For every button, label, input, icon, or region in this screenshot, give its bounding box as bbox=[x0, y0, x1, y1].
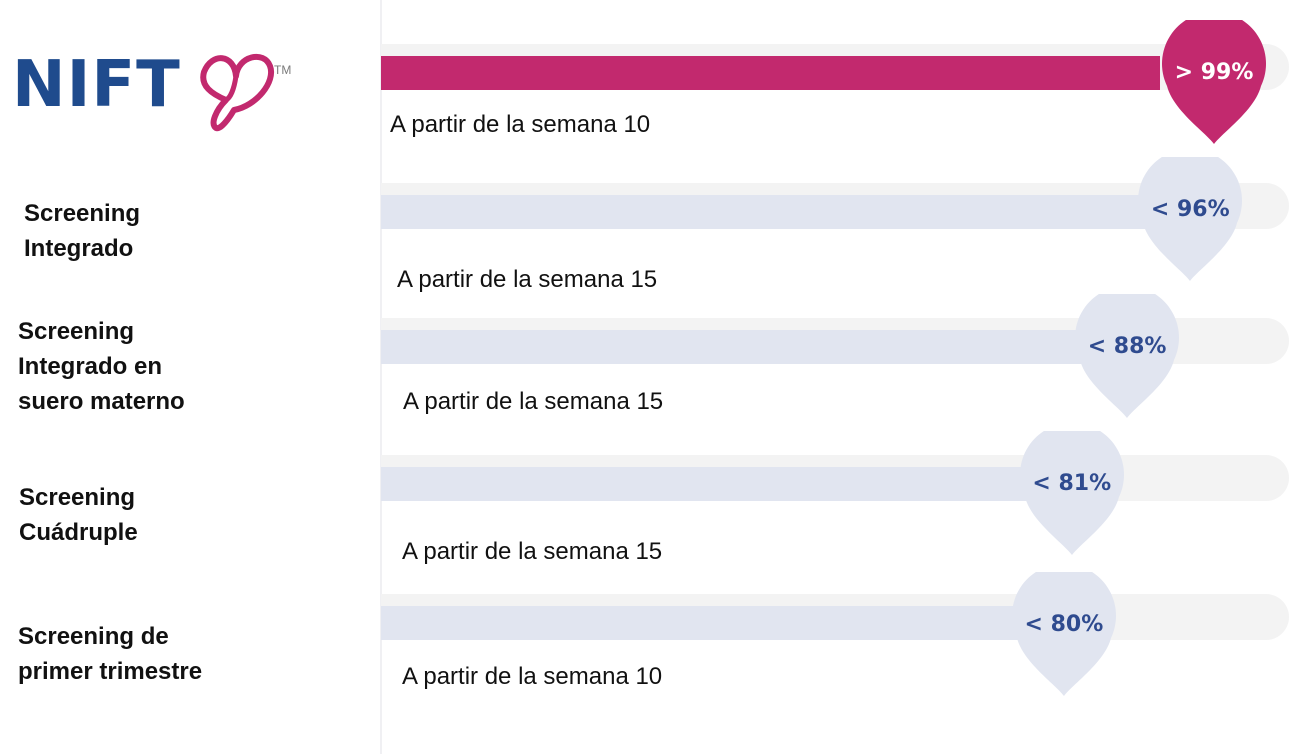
logo-wordmark: NIFT bbox=[12, 48, 181, 122]
bar bbox=[381, 56, 1160, 90]
category-label: Screening Integrado en suero materno bbox=[18, 314, 185, 419]
value-label: < 81% bbox=[1032, 470, 1112, 496]
category-label-line: Cuádruple bbox=[19, 519, 138, 546]
value-label: < 80% bbox=[1024, 611, 1104, 637]
category-label-line: primer trimestre bbox=[18, 658, 203, 685]
value-label: > 99% bbox=[1174, 59, 1254, 85]
value-label: < 96% bbox=[1150, 196, 1230, 222]
nift-logo: NIFT TM bbox=[12, 50, 297, 140]
category-label: Screening de primer trimestre bbox=[18, 619, 202, 689]
category-label-line: suero materno bbox=[18, 388, 185, 415]
value-pin: < 96% bbox=[1135, 157, 1245, 283]
week-annotation: A partir de la semana 10 bbox=[390, 111, 651, 138]
category-label-line: Integrado bbox=[24, 235, 134, 262]
value-pin: < 80% bbox=[1009, 572, 1119, 698]
bar bbox=[381, 467, 1072, 501]
value-pin: < 81% bbox=[1017, 431, 1127, 557]
category-label: Screening Cuádruple bbox=[19, 480, 138, 550]
column-divider bbox=[380, 0, 382, 754]
value-pin: > 99% bbox=[1159, 20, 1269, 146]
bar bbox=[381, 606, 1064, 640]
category-label-line: Screening bbox=[24, 200, 141, 227]
value-label: < 88% bbox=[1087, 333, 1167, 359]
category-label-line: Screening bbox=[19, 484, 136, 511]
butterfly-logo-icon bbox=[200, 53, 275, 132]
week-annotation: A partir de la semana 10 bbox=[402, 663, 663, 690]
trademark-symbol: TM bbox=[274, 63, 292, 77]
bar bbox=[381, 195, 1191, 229]
bar bbox=[381, 330, 1128, 364]
value-pin: < 88% bbox=[1072, 294, 1182, 420]
week-annotation: A partir de la semana 15 bbox=[397, 266, 658, 293]
category-label: Screening Integrado bbox=[24, 196, 140, 266]
category-label-line: Screening de bbox=[18, 623, 169, 650]
week-annotation: A partir de la semana 15 bbox=[403, 388, 664, 415]
category-label-line: Screening bbox=[18, 318, 135, 345]
week-annotation: A partir de la semana 15 bbox=[402, 538, 663, 565]
category-label-line: Integrado en bbox=[18, 353, 163, 380]
